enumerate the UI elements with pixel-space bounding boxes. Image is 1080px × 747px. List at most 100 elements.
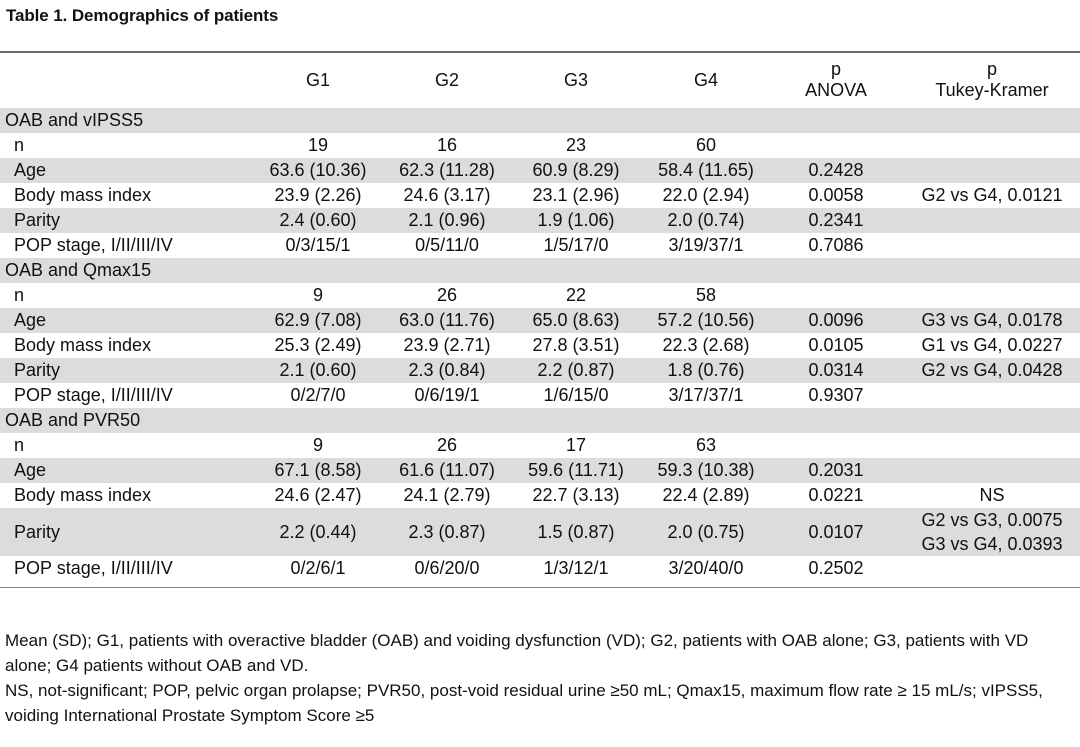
cell-g2: 26 <box>436 285 458 305</box>
cell-g3: 23.1 (2.96) <box>532 185 620 205</box>
table-row: Body mass index 23.9 (2.26) 24.6 (3.17) 23.… <box>0 183 1080 208</box>
cell-g1: 19 <box>307 135 329 155</box>
row-label: n <box>14 435 25 455</box>
cell-g4: 22.3 (2.68) <box>662 335 750 355</box>
row-label: POP stage, I/II/III/IV <box>14 385 173 405</box>
cell-tukey: G2 vs G4, 0.0121 <box>904 183 1080 208</box>
cell-g2: 61.6 (11.07) <box>386 458 508 483</box>
col-header-g3: G3 <box>563 70 588 90</box>
cell-tukey: G3 vs G4, 0.0178 <box>904 308 1080 333</box>
cell-tukey <box>904 383 1080 408</box>
cell-g3: 65.0 (8.63) <box>508 308 644 333</box>
row-label: Body mass index <box>14 335 152 355</box>
cell-g4: 3/20/40/0 <box>668 558 744 578</box>
table-row: Age 63.6 (10.36) 62.3 (11.28) 60.9 (8.29) 58… <box>0 158 1080 183</box>
cell-p: 0.0058 <box>808 185 864 205</box>
section-label: OAB and Qmax15 <box>0 258 1080 283</box>
cell-tukey <box>904 233 1080 258</box>
cell-g4: 22.0 (2.94) <box>662 185 750 205</box>
cell-g4: 59.3 (10.38) <box>644 458 768 483</box>
table-bottom-rule <box>0 587 1080 588</box>
cell-g4: 2.0 (0.75) <box>644 508 768 556</box>
cell-g1: 0/3/15/1 <box>285 235 351 255</box>
cell-p: 0.7086 <box>808 235 864 255</box>
cell-g3: 1.5 (0.87) <box>508 508 644 556</box>
cell-g4: 58.4 (11.65) <box>644 158 768 183</box>
col-header-tukey-line1: p <box>986 59 997 79</box>
table-top-rule <box>0 51 1080 53</box>
cell-g1: 0/2/7/0 <box>290 385 346 405</box>
cell-g1: 63.6 (10.36) <box>250 158 386 183</box>
table-row: n 19 16 23 60 <box>0 133 1080 158</box>
row-label: Parity <box>0 508 250 556</box>
cell-p: 0.2502 <box>808 558 864 578</box>
cell-g4: 3/19/37/1 <box>668 235 744 255</box>
section-row: OAB and PVR50 <box>0 408 1080 433</box>
cell-g3: 22 <box>565 285 587 305</box>
col-header-tukey: p Tukey-Kramer <box>904 59 1080 101</box>
cell-p: 0.0107 <box>768 508 904 556</box>
cell-g1: 62.9 (7.08) <box>250 308 386 333</box>
col-header-g1: G1 <box>305 70 330 90</box>
table-row: Age 62.9 (7.08) 63.0 (11.76) 65.0 (8.63) 57.… <box>0 308 1080 333</box>
cell-g1: 25.3 (2.49) <box>274 335 362 355</box>
row-label: n <box>14 135 25 155</box>
section-row: OAB and vIPSS5 <box>0 108 1080 133</box>
cell-tukey <box>904 158 1080 183</box>
row-label: Age <box>0 458 250 483</box>
cell-g4: 60 <box>695 135 717 155</box>
cell-g3: 60.9 (8.29) <box>508 158 644 183</box>
cell-p <box>768 133 904 158</box>
col-header-g2: G2 <box>434 70 459 90</box>
table-title: Table 1. Demographics of patients <box>6 6 279 25</box>
cell-g1: 2.1 (0.60) <box>250 358 386 383</box>
cell-g1: 23.9 (2.26) <box>274 185 362 205</box>
row-label: POP stage, I/II/III/IV <box>14 235 173 255</box>
table-row: Age 67.1 (8.58) 61.6 (11.07) 59.6 (11.71) 59… <box>0 458 1080 483</box>
cell-p: 0.2341 <box>768 208 904 233</box>
cell-g2: 16 <box>436 135 458 155</box>
col-header-p-anova-line2: ANOVA <box>805 80 867 100</box>
cell-tukey: NS <box>904 483 1080 508</box>
cell-g3: 27.8 (3.51) <box>532 335 620 355</box>
col-header-p-anova: p ANOVA <box>768 59 904 101</box>
row-label: Parity <box>0 208 250 233</box>
row-label: Parity <box>0 358 250 383</box>
cell-g2: 23.9 (2.71) <box>403 335 491 355</box>
row-label: Body mass index <box>14 185 152 205</box>
row-label: Age <box>0 308 250 333</box>
cell-g2: 26 <box>436 435 458 455</box>
tukey-line: G3 vs G4, 0.0393 <box>921 534 1063 554</box>
cell-g1: 9 <box>312 435 323 455</box>
tukey-line: G2 vs G3, 0.0075 <box>921 510 1063 530</box>
cell-g2: 24.6 (3.17) <box>403 185 491 205</box>
cell-g3: 2.2 (0.87) <box>508 358 644 383</box>
row-label: n <box>14 285 25 305</box>
cell-tukey <box>904 208 1080 233</box>
cell-g3: 1/5/17/0 <box>543 235 609 255</box>
cell-g4: 63 <box>695 435 717 455</box>
cell-g4: 22.4 (2.89) <box>662 485 750 505</box>
cell-p: 0.0096 <box>768 308 904 333</box>
table-row: Parity 2.1 (0.60) 2.3 (0.84) 2.2 (0.87) 1.8 … <box>0 358 1080 383</box>
cell-g1: 9 <box>312 285 323 305</box>
section-label: OAB and vIPSS5 <box>0 108 1080 133</box>
table-row: Parity 2.2 (0.44) 2.3 (0.87) 1.5 (0.87) 2.0 … <box>0 508 1080 556</box>
cell-tukey: G2 vs G3, 0.0075 G3 vs G4, 0.0393 <box>904 508 1080 556</box>
row-label: POP stage, I/II/III/IV <box>14 558 173 578</box>
cell-g4: 58 <box>695 285 717 305</box>
footnote-2: NS, not-significant; POP, pelvic organ p… <box>5 681 1043 725</box>
cell-g2: 62.3 (11.28) <box>386 158 508 183</box>
cell-p: 0.0221 <box>808 485 864 505</box>
table-row: POP stage, I/II/III/IV 0/2/6/1 0/6/20/0 1/3… <box>0 556 1080 581</box>
table-footnotes: Mean (SD); G1, patients with overactive … <box>5 628 1075 728</box>
col-header-p-anova-line1: p <box>830 59 841 79</box>
table-row: POP stage, I/II/III/IV 0/3/15/1 0/5/11/0 1/… <box>0 233 1080 258</box>
cell-g1: 24.6 (2.47) <box>274 485 362 505</box>
cell-g2: 2.3 (0.84) <box>386 358 508 383</box>
table-row: n 9 26 22 58 <box>0 283 1080 308</box>
table-row: n 9 26 17 63 <box>0 433 1080 458</box>
col-header-tukey-line2: Tukey-Kramer <box>935 80 1049 100</box>
cell-g1: 67.1 (8.58) <box>250 458 386 483</box>
